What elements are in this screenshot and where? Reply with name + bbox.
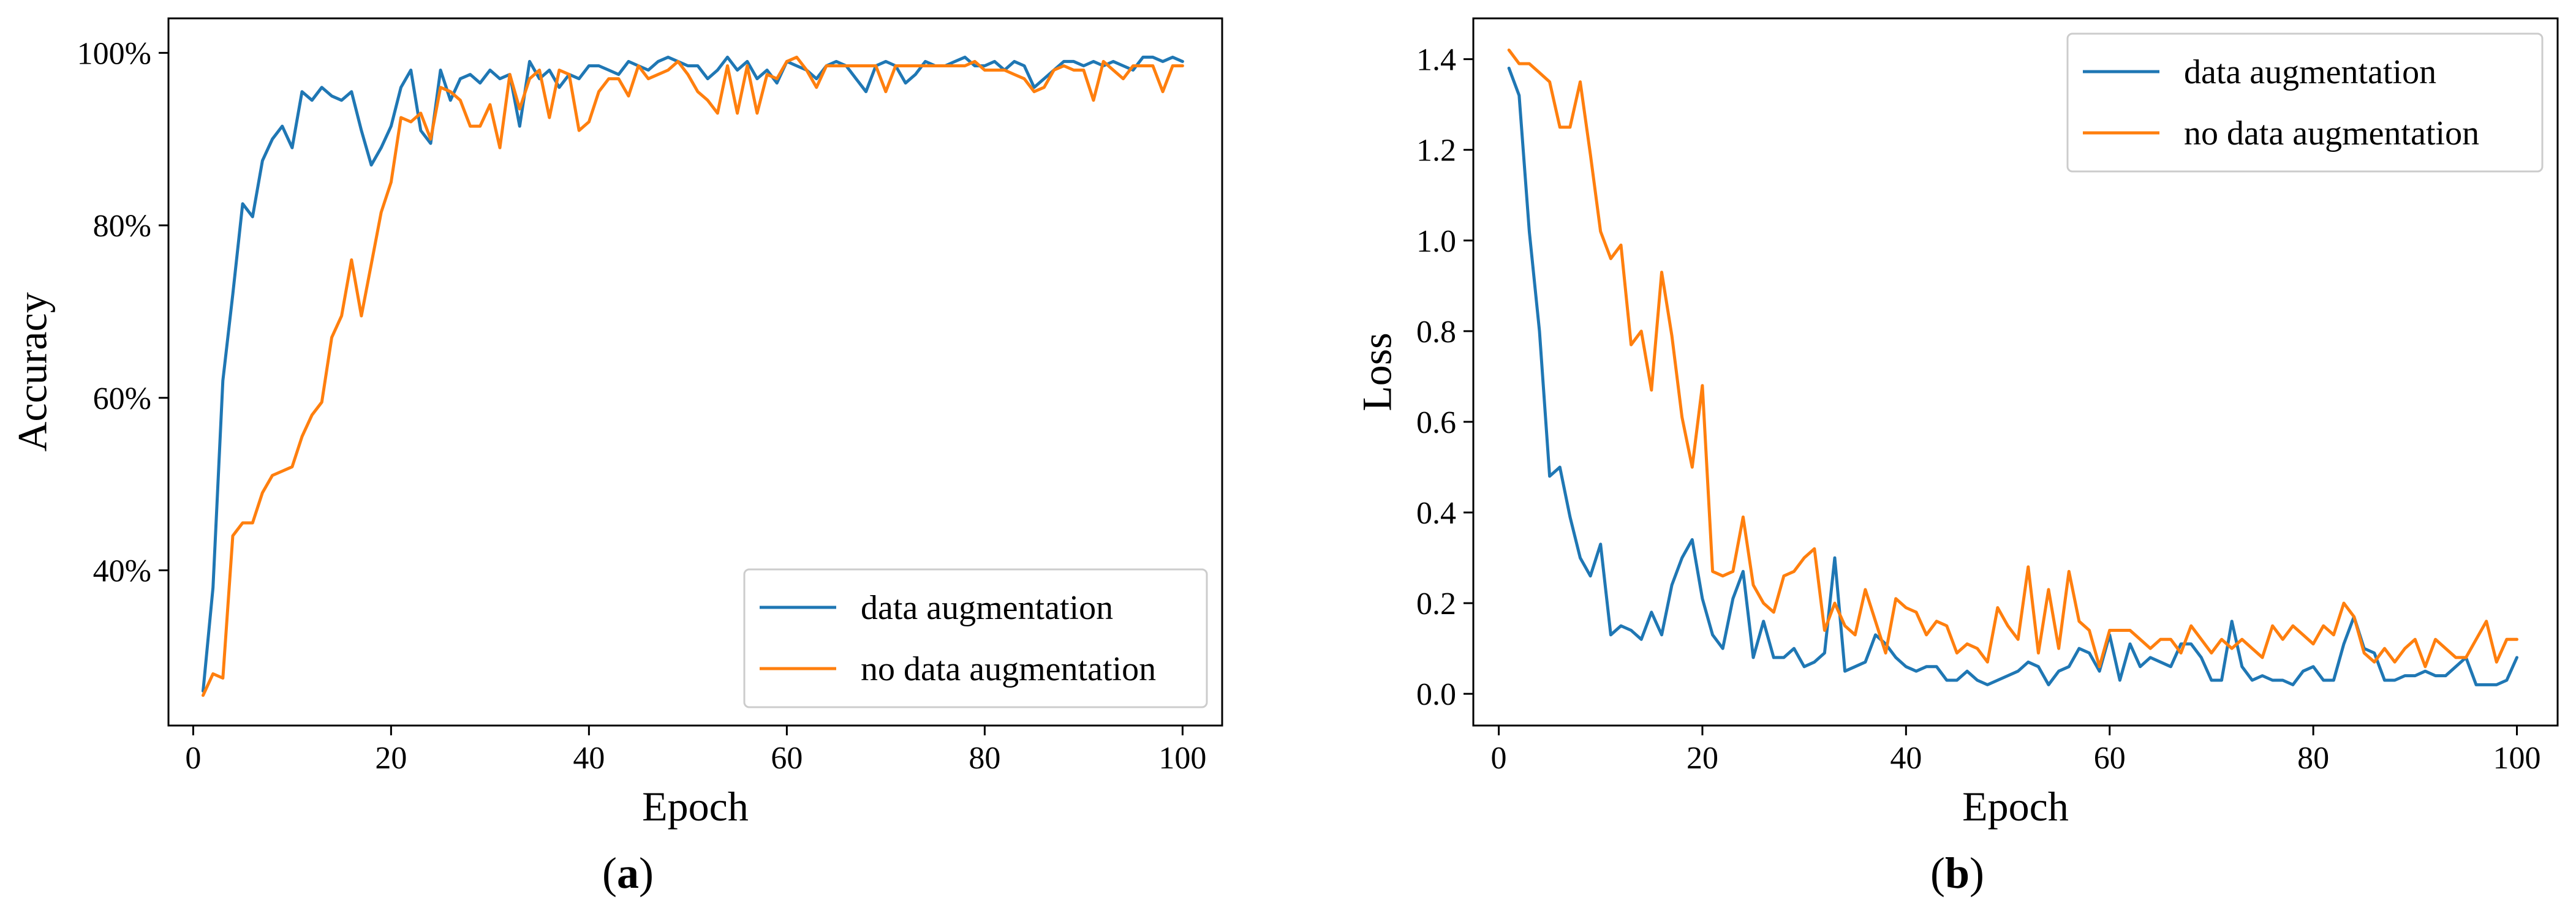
y-tick-label: 1.2: [1416, 133, 1456, 168]
y-tick-label: 0.8: [1416, 315, 1456, 350]
caption-b-close: ): [1970, 849, 1984, 898]
accuracy-x-axis-label: Epoch: [642, 783, 749, 830]
accuracy-legend-label-data-augmentation: data augmentation: [861, 589, 1113, 627]
caption-a-close: ): [639, 849, 654, 898]
series-line-no-data-augmentation: [1507, 48, 2518, 669]
y-tick-label: 40%: [93, 553, 151, 588]
accuracy-legend-label-no-data-augmentation: no data augmentation: [861, 650, 1156, 688]
loss-chart: 0 20 40 60 80 100 0.0 0.2 0.4 0.6 0.8 1.0 1.2 1.4 Epo…: [1354, 17, 2559, 830]
x-tick-label: 0: [1491, 741, 1507, 776]
x-tick-label: 40: [1890, 741, 1922, 776]
x-tick-label: 20: [375, 741, 407, 776]
accuracy-legend: data augmentation no data augmentation: [743, 568, 1208, 708]
series-line-data-augmentation: [1507, 66, 2518, 686]
y-tick-label: 60%: [93, 381, 151, 416]
accuracy-chart: 0 20 40 60 80 100 40% 60% 80% 100% Epoch Accuracy…: [9, 17, 1223, 830]
x-tick-label: 60: [771, 741, 803, 776]
caption-a-open: (: [602, 849, 617, 898]
x-tick-label: 100: [1158, 741, 1206, 776]
y-tick-label: 0.6: [1416, 405, 1456, 440]
x-tick-label: 60: [2094, 741, 2126, 776]
accuracy-axis-ticks: 0 20 40 60 80 100 40% 60% 80% 100%: [77, 36, 1207, 776]
caption-a-letter: a: [617, 849, 639, 898]
series-line-no-data-augmentation: [202, 55, 1184, 697]
loss-x-axis-label: Epoch: [1962, 783, 2069, 830]
x-tick-label: 80: [2297, 741, 2329, 776]
y-tick-label: 100%: [77, 36, 151, 71]
x-tick-label: 40: [573, 741, 605, 776]
accuracy-y-axis-label: Accuracy: [9, 292, 56, 451]
y-tick-label: 0.0: [1416, 677, 1456, 712]
loss-legend-box: [2066, 32, 2544, 173]
x-tick-label: 100: [2493, 741, 2541, 776]
accuracy-legend-box: [743, 568, 1208, 708]
y-tick-label: 80%: [93, 209, 151, 244]
caption-b-letter: b: [1945, 849, 1970, 898]
y-tick-label: 0.4: [1416, 496, 1456, 531]
y-tick-label: 0.2: [1416, 587, 1456, 621]
loss-legend: data augmentation no data augmentation: [2066, 32, 2544, 173]
accuracy-plot-lines: [202, 55, 1184, 697]
caption-a: (a): [602, 849, 654, 898]
x-tick-label: 80: [969, 741, 1000, 776]
accuracy-plot-frame: [167, 17, 1223, 727]
series-line-data-augmentation: [202, 55, 1184, 693]
caption-b-open: (: [1930, 849, 1945, 898]
loss-plot-frame: [1472, 17, 2559, 727]
x-tick-label: 20: [1686, 741, 1718, 776]
loss-legend-label-data-augmentation: data augmentation: [2184, 53, 2436, 91]
x-tick-label: 0: [185, 741, 201, 776]
loss-plot-lines: [1507, 48, 2518, 686]
loss-axis-ticks: 0 20 40 60 80 100 0.0 0.2 0.4 0.6 0.8 1.0 1.2 1.4: [1416, 43, 2541, 776]
y-tick-label: 1.0: [1416, 224, 1456, 259]
loss-legend-label-no-data-augmentation: no data augmentation: [2184, 114, 2479, 152]
caption-b: (b): [1930, 849, 1984, 898]
loss-y-axis-label: Loss: [1354, 332, 1400, 411]
y-tick-label: 1.4: [1416, 43, 1456, 78]
